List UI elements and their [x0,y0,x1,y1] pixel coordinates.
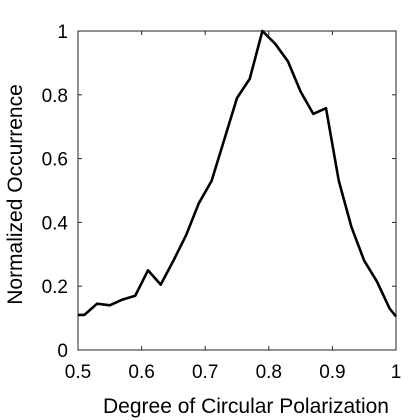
x-axis-label: Degree of Circular Polarization [103,395,389,418]
x-tick-label: 0.5 [65,362,91,383]
plot-frame [77,30,397,351]
y-axis: 0 0.2 0.4 0.6 0.8 1 [42,22,396,362]
x-tick-label: 0.8 [256,362,282,383]
plot-area [77,30,397,351]
x-tick-label: 0.6 [128,362,154,383]
series-layer [78,29,398,318]
x-tick-label: 0.7 [192,362,218,383]
y-tick-label: 0.8 [42,86,68,107]
y-tick-label: 0.2 [42,277,68,298]
series-line [78,29,398,318]
y-tick-label: 0 [57,341,68,362]
y-tick-label: 0.4 [42,213,69,234]
x-tick-label: 0.9 [319,362,345,383]
x-axis: 0.5 0.6 0.7 0.8 0.9 1 [65,31,402,383]
y-axis-label: Normalized Occurrence [4,84,27,305]
y-tick-label: 1 [57,22,68,43]
x-tick-label: 1 [391,362,402,383]
y-tick-label: 0.6 [42,150,68,171]
